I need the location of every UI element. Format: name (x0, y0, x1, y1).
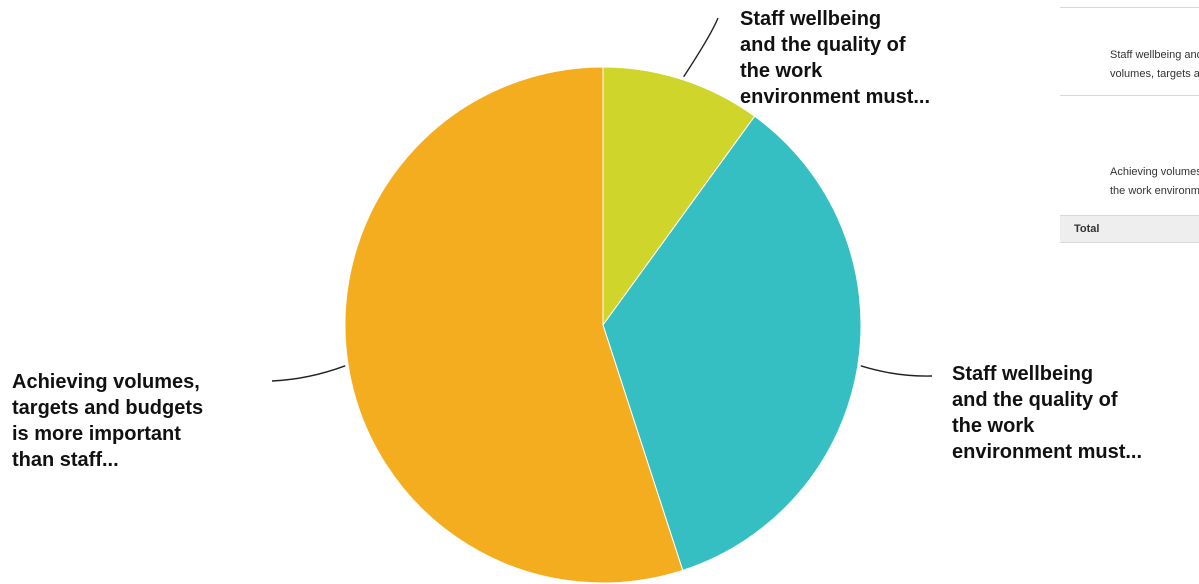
leader-line-volumes (271, 365, 346, 382)
table-row: Achieving volumes, targets and budgets t… (1060, 96, 1199, 216)
table-row-line-1: Achieving volumes, targets and budgets (1110, 166, 1199, 178)
slice-label-wellbeing-large: Staff wellbeing and the quality of the w… (952, 363, 1143, 463)
pie-slice-volumes[interactable] (344, 66, 684, 584)
leader-lines (271, 17, 933, 382)
table-row-text: Staff wellbeing and the quality of the w… (1110, 46, 1199, 84)
table-header-row (1060, 0, 1199, 8)
table-row-text: Achieving volumes, targets and budgets t… (1110, 163, 1199, 201)
leader-line-wellbeing-small (683, 17, 719, 78)
pie-slice-wellbeing-large[interactable] (602, 115, 862, 572)
table-row-line-1: Staff wellbeing and the quality of the w… (1110, 49, 1199, 61)
slice-label-wellbeing-small: Staff wellbeing and the quality of the w… (740, 8, 931, 108)
pie-slices (344, 66, 862, 584)
table-row-line-2: the work environment (1110, 185, 1199, 197)
leader-line-wellbeing-large (860, 365, 933, 377)
table-row-line-2: volumes, targets and budgets (1110, 68, 1199, 80)
data-table: Staff wellbeing and the quality of the w… (1060, 0, 1199, 243)
pie-slice-wellbeing-small[interactable] (602, 66, 756, 327)
slice-label-volumes: Achieving volumes, targets and budgets i… (12, 371, 204, 471)
table-total-row: Total (1060, 216, 1199, 243)
table-row: Staff wellbeing and the quality of the w… (1060, 8, 1199, 96)
